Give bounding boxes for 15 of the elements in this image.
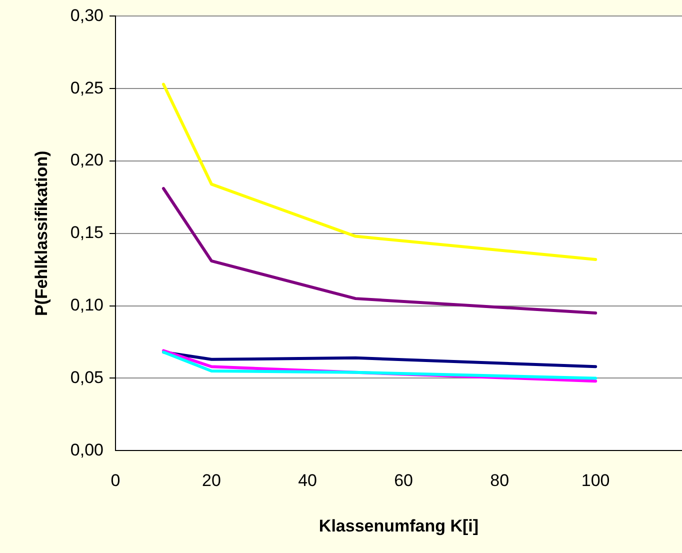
- y-tick-label: 0,25: [70, 78, 104, 98]
- y-tick-label: 0,00: [70, 440, 104, 460]
- y-tick-label: 0,05: [70, 368, 104, 387]
- y-tick-label: 0,15: [70, 223, 104, 242]
- x-tick-label: 80: [490, 470, 510, 490]
- x-tick-label: 40: [298, 470, 317, 490]
- x-axis-title: Klassenumfang K[i]: [318, 516, 479, 536]
- x-tick-label: 60: [394, 470, 414, 490]
- y-tick-label: 0,20: [70, 150, 104, 170]
- x-tick-label: 100: [581, 470, 610, 490]
- y-tick-label: 0,30: [70, 6, 104, 25]
- y-axis-title: P(Fehlklassifikation): [32, 150, 51, 316]
- x-tick-label: 20: [202, 470, 221, 490]
- x-tick-label: 0: [110, 470, 120, 490]
- y-tick-label: 0,10: [70, 295, 104, 314]
